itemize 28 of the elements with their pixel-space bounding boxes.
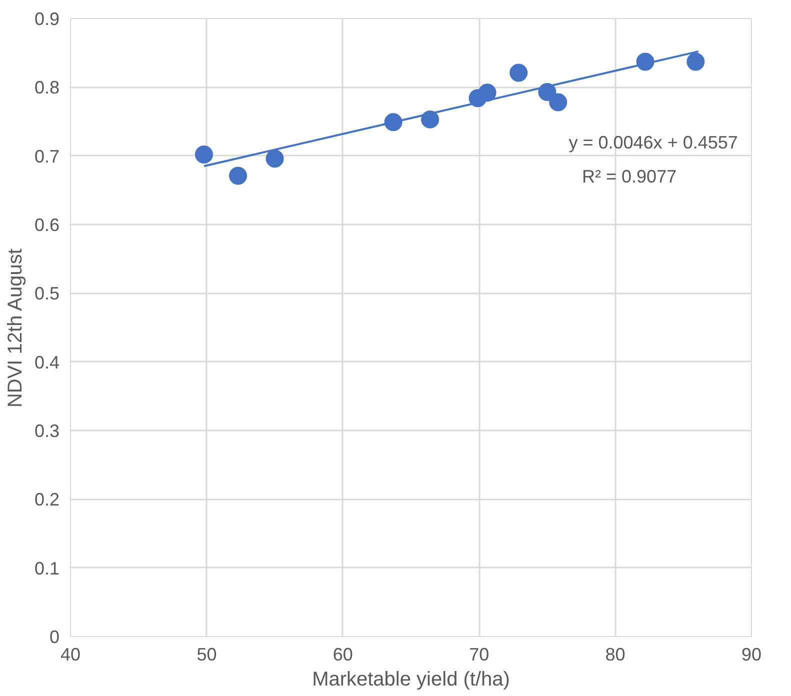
x-tick-label: 80 bbox=[605, 644, 626, 664]
point bbox=[510, 64, 528, 82]
x-axis-title: Marketable yield (t/ha) bbox=[312, 668, 510, 690]
y-tick-label: 0.8 bbox=[34, 78, 60, 98]
x-tick-label: 90 bbox=[741, 644, 762, 664]
y-tick-label: 0.2 bbox=[34, 490, 60, 510]
y-tick-label: 0.6 bbox=[34, 215, 60, 235]
y-tick-label: 0.7 bbox=[34, 146, 60, 166]
point bbox=[478, 84, 496, 102]
y-axis-title: NDVI 12th August bbox=[4, 248, 26, 408]
point bbox=[421, 110, 440, 128]
x-tick-label: 60 bbox=[332, 644, 353, 664]
y-tick-label: 0.1 bbox=[34, 558, 60, 578]
annotation: R² = 0.9077 bbox=[582, 166, 677, 187]
point bbox=[229, 166, 248, 185]
y-tick-label: 0.4 bbox=[34, 352, 60, 372]
point bbox=[549, 93, 568, 112]
point bbox=[266, 150, 284, 168]
x-tick-label: 40 bbox=[60, 644, 81, 664]
point bbox=[194, 145, 213, 164]
y-tick-label: 0.9 bbox=[34, 9, 60, 29]
x-tick-label: 70 bbox=[469, 644, 490, 664]
y-tick-label: 0 bbox=[49, 627, 60, 647]
y-tick-label: 0.3 bbox=[34, 421, 60, 441]
point bbox=[686, 52, 705, 71]
y-tick-label: 0.5 bbox=[34, 284, 60, 304]
annotation: y = 0.0046x + 0.4557 bbox=[568, 132, 738, 152]
x-tick-label: 50 bbox=[196, 644, 217, 664]
